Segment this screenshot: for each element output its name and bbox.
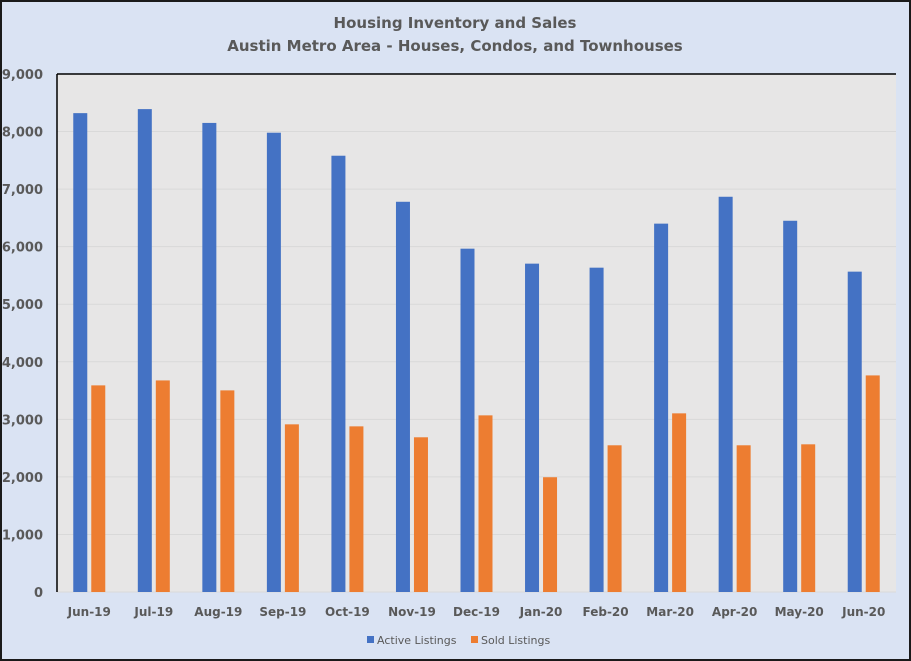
y-tick-label: 1,000 [2,528,43,543]
sold-listings-bar [672,413,687,592]
sold-listings-bar [413,437,428,592]
y-tick-label: 5,000 [2,298,43,313]
sold-listings-bar [607,445,622,592]
x-tick-label: Apr-20 [712,605,757,619]
legend-swatch [367,636,374,643]
active-listings-bar [718,196,733,593]
sold-listings-bar [349,426,364,592]
plot-area [57,74,896,592]
y-tick-label: 7,000 [2,183,43,198]
active-listings-bar [589,267,604,592]
active-listings-bar [460,248,475,593]
sold-listings-bar [478,415,493,592]
x-tick-label: Oct-19 [325,605,370,619]
legend-label: Sold Listings [481,634,550,647]
x-tick-label: Aug-19 [194,605,242,619]
sold-listings-bar [736,445,751,592]
sold-listings-bar [865,375,880,592]
legend-swatch [471,636,478,643]
sold-listings-bar [801,444,816,592]
x-tick-label: Jun-19 [67,605,111,619]
x-tick-label: May-20 [775,605,824,619]
x-tick-label: Sep-19 [259,605,306,619]
x-tick-label: Nov-19 [388,605,436,619]
sold-listings-bar [284,424,299,592]
sold-listings-bar [220,390,235,592]
y-tick-label: 8,000 [2,126,43,141]
chart-title: Housing Inventory and Sales [334,14,577,32]
active-listings-bar [395,201,410,593]
active-listings-bar [847,271,862,592]
y-tick-label: 0 [34,586,43,601]
x-tick-label: Jun-20 [841,605,885,619]
y-tick-label: 2,000 [2,471,43,486]
active-listings-bar [202,122,217,592]
active-listings-bar [783,220,798,592]
y-tick-label: 3,000 [2,413,43,428]
y-tick-label: 9,000 [2,68,43,83]
sold-listings-bar [91,385,106,592]
sold-listings-bar [155,380,170,592]
active-listings-bar [137,109,152,592]
active-listings-bar [525,263,540,592]
active-listings-bar [73,113,88,592]
sold-listings-bar [543,477,558,592]
y-tick-label: 4,000 [2,356,43,371]
active-listings-bar [654,223,669,592]
x-tick-label: Mar-20 [646,605,694,619]
legend-label: Active Listings [377,634,457,647]
y-tick-label: 6,000 [2,241,43,256]
x-tick-label: Jan-20 [519,605,563,619]
active-listings-bar [266,132,281,592]
x-tick-label: Dec-19 [453,605,500,619]
active-listings-bar [331,155,346,592]
x-tick-label: Jul-19 [133,605,173,619]
chart-subtitle: Austin Metro Area - Houses, Condos, and … [227,37,683,55]
x-tick-label: Feb-20 [583,605,629,619]
